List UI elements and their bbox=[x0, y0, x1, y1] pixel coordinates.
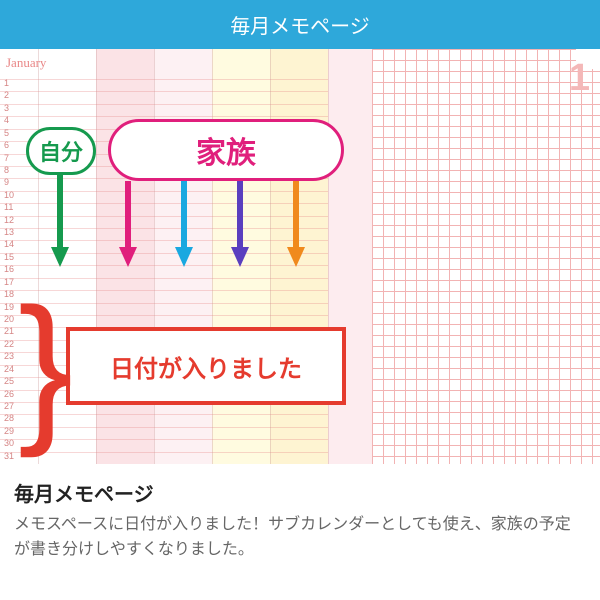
caption-body: メモスペースに日付が入りました！サブカレンダーとしても使え、家族の予定が書き分け… bbox=[14, 513, 586, 563]
arrow bbox=[119, 181, 137, 267]
header-title: 毎月メモページ bbox=[230, 16, 370, 38]
self-callout: 自分 bbox=[26, 127, 96, 175]
arrow bbox=[51, 175, 69, 267]
month-label: January bbox=[6, 55, 46, 71]
arrow bbox=[175, 181, 193, 267]
date-annotation-box: 日付が入りました bbox=[66, 327, 346, 405]
planner-diagram: 1234567891011121314151617181920212223242… bbox=[0, 49, 600, 464]
page-number: 1 bbox=[569, 57, 590, 100]
arrow bbox=[287, 181, 305, 267]
brace-icon: } bbox=[18, 284, 73, 449]
caption-title: 毎月メモページ bbox=[14, 478, 586, 507]
header-bar: 毎月メモページ bbox=[0, 0, 600, 49]
arrow bbox=[231, 181, 249, 267]
family-callout: 家族 bbox=[108, 119, 344, 181]
caption-area: 毎月メモページ メモスペースに日付が入りました！サブカレンダーとしても使え、家族… bbox=[0, 464, 600, 583]
